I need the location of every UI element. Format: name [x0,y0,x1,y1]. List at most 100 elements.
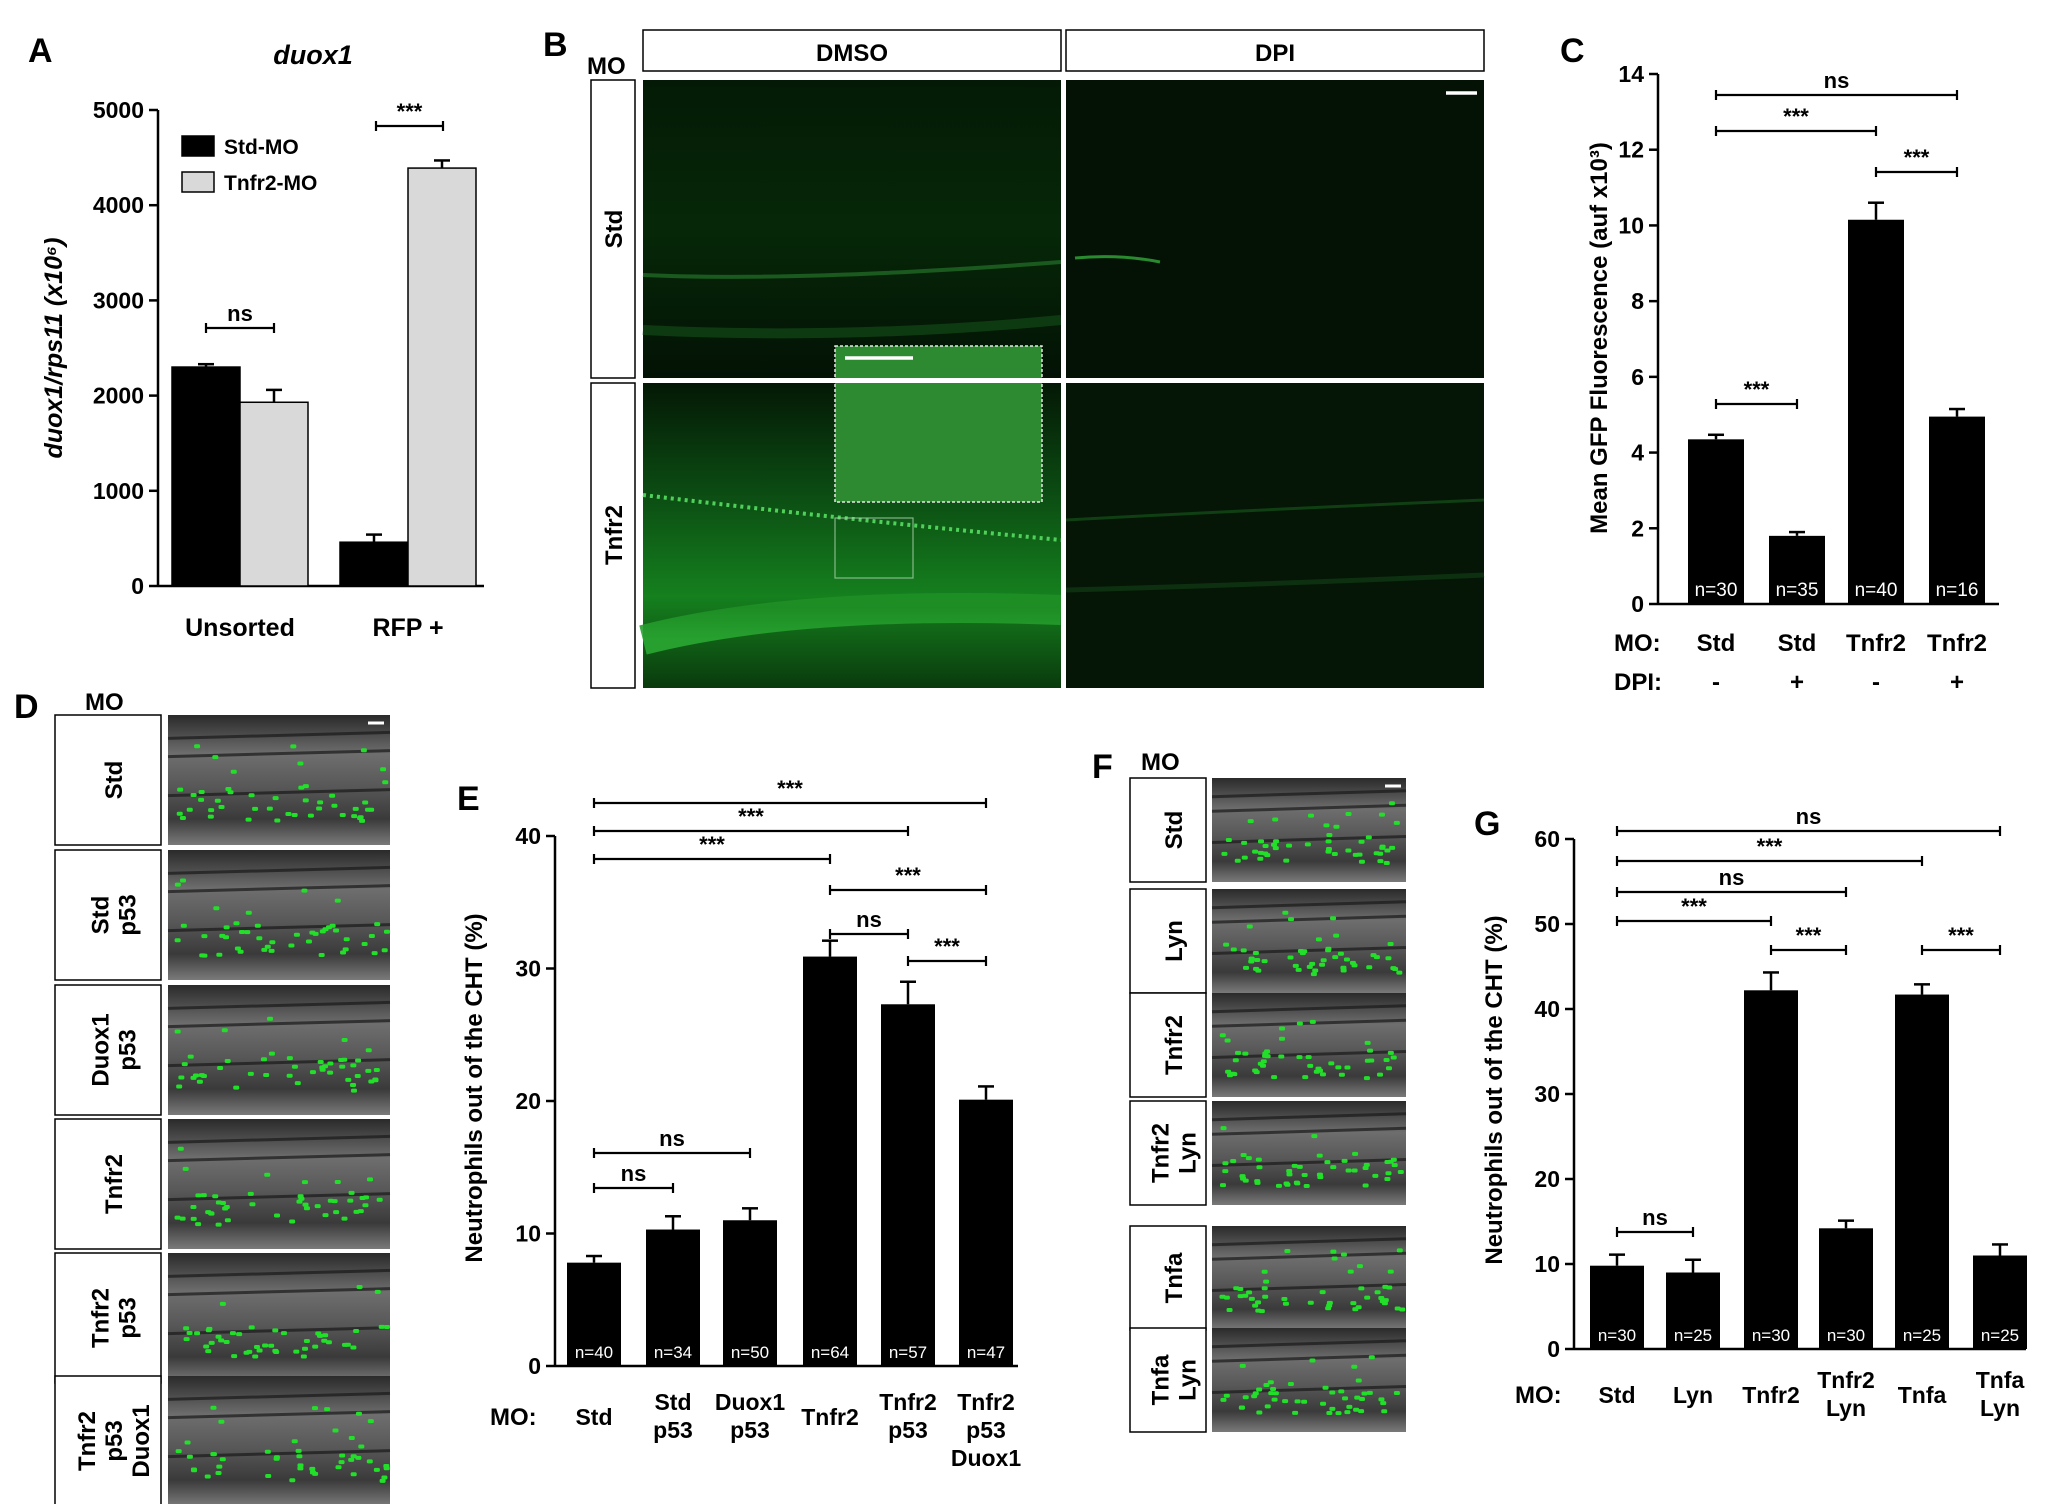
panel-f-neutrophil [1362,1183,1369,1188]
panel-d-neutrophil [174,1029,181,1034]
panel-d-neutrophil [215,1470,222,1475]
panel-f-neutrophil [1374,1290,1381,1295]
chart-g-x-tick-label: Tnfr2 [1817,1367,1875,1393]
panel-f-neutrophil [1219,1183,1226,1188]
panel-d-neutrophil [212,1194,219,1199]
panel-d-neutrophil [352,806,359,811]
panel-d-neutrophil [176,811,183,816]
panel-f-neutrophil [1232,1058,1239,1063]
panel-f-neutrophil [1306,964,1313,969]
panel-f-neutrophil [1347,1269,1354,1274]
panel-d-tissue-line [167,923,391,933]
panel-f-tissue-line [1211,1112,1407,1122]
chart-e-x-tick-label: Duox1 [715,1389,786,1415]
panel-d-neutrophil [334,898,341,903]
panel-d-neutrophil [253,1344,260,1349]
panel-f-tissue-line [1211,900,1407,910]
panel-d-row-label: Std [101,761,128,800]
panel-d-neutrophil [341,1037,348,1042]
panel-f-neutrophil [1319,1072,1326,1077]
panel-f-neutrophil [1377,1072,1384,1077]
panel-d-neutrophil [175,1449,182,1454]
panel-f-neutrophil [1340,1252,1347,1257]
panel-f-neutrophil [1311,1134,1318,1139]
panel-d-neutrophil [367,1177,374,1182]
panel-f-neutrophil [1271,842,1278,847]
panel-d-neutrophil [303,1339,310,1344]
panel-f-neutrophil [1358,1286,1365,1291]
panel-f-row-label: Lyn [1175,1359,1202,1401]
panel-d-neutrophil [291,1439,298,1444]
chart-e-n-label: n=34 [654,1343,692,1362]
micrograph-tnfr2-dpi [1066,383,1484,688]
panel-d-neutrophil [286,1073,293,1078]
panel-d-neutrophil [322,927,329,932]
chart-g-y-tick-label: 10 [1534,1251,1560,1277]
panel-d-neutrophil [179,1216,186,1221]
panel-f-neutrophil [1330,1249,1337,1254]
panel-f-tissue-line [1211,789,1407,799]
chart-g-y-tick-label: 50 [1534,911,1560,937]
panel-f-neutrophil [1247,819,1254,824]
chart-c-dpi-label: + [1790,669,1804,696]
panel-f-neutrophil [1390,1055,1397,1060]
panel-d-neutrophil [239,930,246,935]
panel-d-neutrophil [305,939,312,944]
panel-d-neutrophil [244,930,251,935]
panel-f-tissue-line [1211,914,1407,924]
panel-f-neutrophil [1261,1269,1268,1274]
panel-f-neutrophil [1346,1404,1353,1409]
panel-f-neutrophil [1388,801,1395,806]
panel-f-neutrophil [1267,1380,1274,1385]
panel-f-row-label-group: Std [1161,811,1188,850]
panel-d-neutrophil [322,1064,329,1069]
panel-d-row-label: p53 [115,1297,142,1338]
panel-f-neutrophil [1368,1355,1375,1360]
panel-f-tissue-line [1211,1126,1407,1136]
panel-d-neutrophil [293,932,300,937]
panel-d-neutrophil [245,910,252,915]
chart-c-n-label: n=35 [1776,580,1819,601]
panel-f-neutrophil [1345,848,1352,853]
chart-c-y-tick-label: 12 [1618,137,1644,163]
panel-b-col-box-dpi [1065,29,1485,72]
chart-e-bar [803,956,857,1366]
panel-f-neutrophil [1379,844,1386,849]
chart-c-n-label: n=40 [1855,580,1898,601]
chart-c-sig-label: *** [1904,145,1930,170]
panel-f-neutrophil [1330,916,1337,921]
chart-e-sig-label: *** [699,832,725,857]
panel-f-neutrophil [1345,811,1352,816]
panel-d-neutrophil [383,929,390,934]
panel-d-neutrophil [233,1085,240,1090]
panel-f-neutrophil [1358,859,1365,864]
panel-d-neutrophil [223,925,230,930]
panel-d-neutrophil [368,934,375,939]
panel-f-neutrophil [1355,1305,1362,1310]
chart-e-y-tick-label: 0 [528,1353,541,1379]
panel-d-neutrophil [294,1081,301,1086]
panel-f-neutrophil [1246,924,1253,929]
chart-g-x-tick-label: Tnfa [1898,1382,1947,1408]
panel-d-neutrophil [212,755,219,760]
panel-d-neutrophil [355,1058,362,1063]
panel-d-neutrophil [319,1067,326,1072]
panel-f-neutrophil [1384,1176,1391,1181]
panel-f-tissue-line [1211,1339,1407,1349]
panel-f-row-box [1129,1327,1207,1433]
panel-d-neutrophil [295,1448,302,1453]
panel-d-row-box [54,1252,162,1384]
panel-d-row-label: Duox1 [128,1404,155,1477]
panel-c-row2-label: DPI: [1614,669,1662,696]
panel-f-neutrophil [1378,1397,1385,1402]
panel-f-neutrophil [1301,1173,1308,1178]
panel-d-neutrophil [230,769,237,774]
panel-f-neutrophil [1310,972,1317,977]
panel-f-tissue-line [1211,1018,1407,1028]
chart-g-n-label: n=30 [1598,1326,1636,1345]
panel-f-neutrophil [1317,1175,1324,1180]
panel-letter-g: G [1474,805,1500,843]
panel-d-neutrophil [269,940,276,945]
panel-letter-a: A [28,32,53,70]
